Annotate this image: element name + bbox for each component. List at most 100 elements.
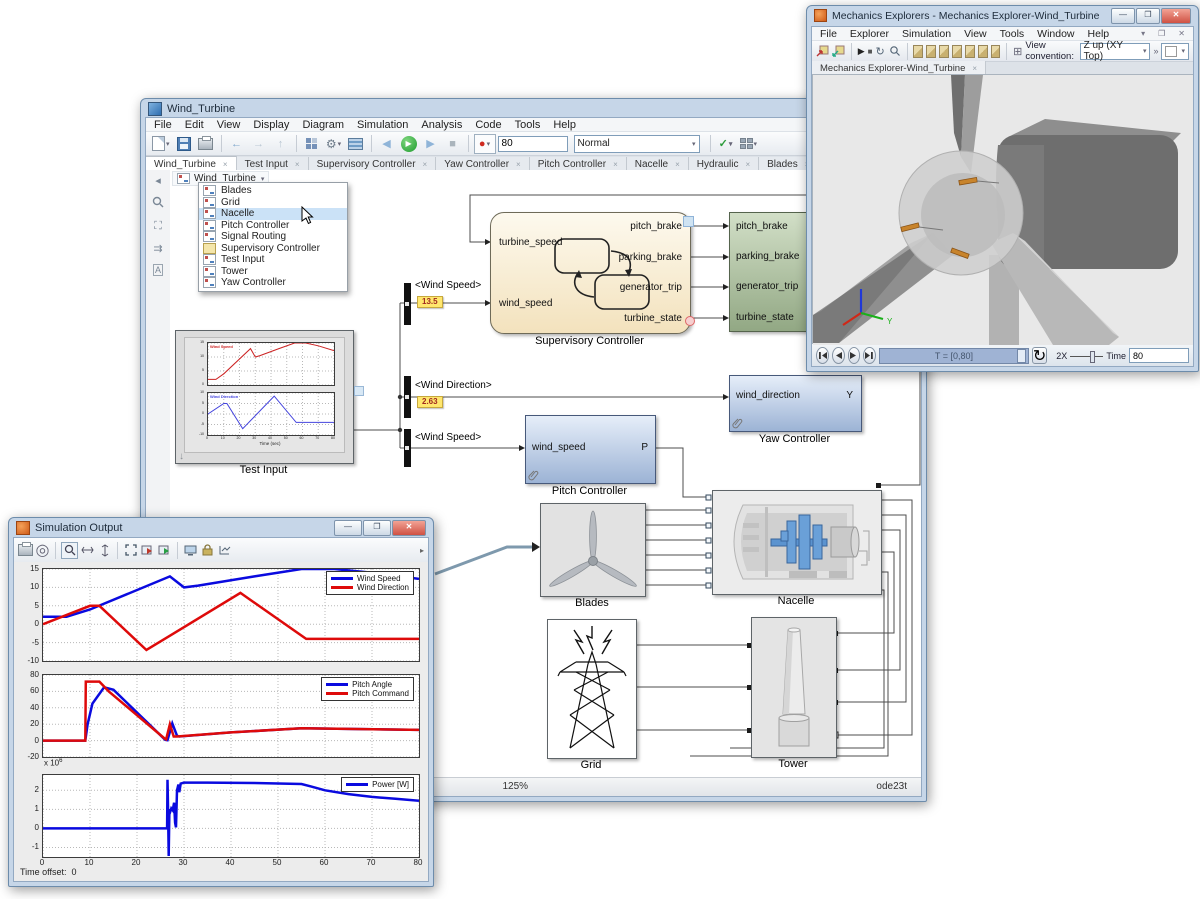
view-back-icon[interactable] — [939, 44, 949, 58]
save-axes-icon[interactable] — [140, 543, 155, 558]
split-view-icon[interactable]: ⊞ — [1013, 45, 1023, 58]
menu-edit[interactable]: Edit — [184, 118, 204, 131]
signal-label-wind-speed-1[interactable]: <Wind Speed> — [415, 280, 482, 291]
tab-test-input[interactable]: Test Input × — [236, 157, 309, 172]
print-button[interactable] — [196, 135, 216, 153]
view-right-icon[interactable] — [990, 44, 1001, 58]
library-browser-button[interactable] — [302, 135, 322, 153]
step-back-button[interactable] — [831, 347, 845, 364]
popup-item-nacelle[interactable]: Nacelle — [199, 208, 347, 220]
float-display-icon[interactable] — [183, 543, 198, 558]
zoom-fit-icon[interactable] — [888, 44, 901, 59]
view-top-icon[interactable] — [952, 44, 962, 58]
zoom-icon[interactable] — [61, 541, 78, 559]
view-front-icon[interactable] — [926, 44, 937, 58]
record-button[interactable]: ● ▾ — [473, 133, 496, 154]
play-button[interactable] — [847, 347, 861, 364]
popup-item-grid[interactable]: Grid — [199, 196, 347, 209]
menu-view[interactable]: View — [216, 118, 241, 131]
zoom-x-icon[interactable] — [80, 543, 95, 558]
tab-pitch-controller[interactable]: Pitch Controller × — [529, 157, 627, 172]
timeline-slider[interactable]: T = [0,80] — [879, 347, 1029, 364]
run-button[interactable]: ▶ — [399, 135, 419, 153]
me-3d-viewport[interactable]: Y — [812, 74, 1193, 345]
lock-axes-icon[interactable] — [200, 543, 215, 558]
chart-badge[interactable] — [683, 216, 694, 227]
view-bottom-icon[interactable] — [964, 44, 975, 58]
speed-slider[interactable] — [1070, 350, 1104, 363]
test-point-badge[interactable] — [685, 316, 695, 326]
menu-file[interactable]: File — [154, 118, 172, 131]
maximize-button[interactable]: ❐ — [363, 520, 391, 536]
maximize-button[interactable]: ❐ — [1136, 7, 1160, 24]
time-input[interactable] — [1129, 348, 1189, 363]
block-supervisory-controller[interactable]: turbine_speed wind_speed pitch_brake par… — [490, 212, 691, 334]
replay-speed-icon[interactable]: ↻ — [875, 45, 885, 58]
fit-view-icon[interactable]: ⛶ — [154, 220, 162, 232]
menu-tools[interactable]: Tools — [514, 118, 541, 131]
print-icon[interactable] — [18, 542, 33, 558]
close-panel-icon[interactable]: ✕ — [1178, 29, 1185, 38]
hide-browser-icon[interactable]: ◂ — [155, 175, 161, 187]
tab-yaw-controller[interactable]: Yaw Controller × — [436, 157, 530, 172]
zoom-icon[interactable] — [152, 196, 164, 211]
view-left-icon[interactable] — [977, 44, 988, 58]
step-forward-button[interactable]: ▶ — [426, 138, 435, 150]
menu-window[interactable]: Window — [1037, 27, 1075, 40]
stop-button[interactable]: ■ — [449, 137, 456, 150]
menu-help[interactable]: Help — [553, 118, 576, 131]
tab-nacelle[interactable]: Nacelle × — [626, 157, 689, 172]
menu-simulation[interactable]: Simulation — [902, 27, 952, 40]
block-pitch-controller[interactable]: wind_speed P — [525, 415, 656, 484]
close-button[interactable]: ✕ — [392, 520, 426, 536]
export-model-icon[interactable] — [832, 44, 845, 59]
block-grid[interactable] — [547, 619, 637, 759]
forward-icon[interactable]: → — [253, 137, 265, 150]
menu-analysis[interactable]: Analysis — [421, 118, 463, 131]
step-back-button[interactable]: ◀ — [382, 138, 391, 150]
bus-tap-wind-direction[interactable] — [404, 376, 411, 418]
simout-titlebar[interactable]: Simulation Output — ❐ ✕ — [9, 518, 433, 538]
tab-hydraulic[interactable]: Hydraulic × — [688, 157, 760, 172]
menu-tools[interactable]: Tools — [999, 27, 1025, 40]
bus-tap-wind-speed-2[interactable] — [404, 429, 411, 467]
popup-item-signal-routing[interactable]: Signal Routing — [199, 231, 347, 243]
menu-explorer[interactable]: Explorer — [849, 27, 890, 40]
build-button[interactable]: ▾ — [738, 135, 760, 153]
resize-icon[interactable]: ⇉ — [153, 243, 163, 255]
popup-item-tower[interactable]: Tower — [199, 265, 347, 278]
simulation-mode-select[interactable]: Normal ▾ — [573, 134, 700, 153]
pin-icon[interactable]: ▾ — [1141, 29, 1146, 38]
signal-selector-icon[interactable] — [217, 543, 232, 558]
tab-mechanics-explorer[interactable]: Mechanics Explorer-Wind_Turbine × — [812, 61, 987, 76]
me-titlebar[interactable]: Mechanics Explorers - Mechanics Explorer… — [807, 6, 1198, 25]
minimize-button[interactable]: — — [334, 520, 362, 536]
up-icon[interactable]: ↑ — [277, 137, 284, 150]
popup-item-supervisory-controller[interactable]: Supervisory Controller — [199, 242, 347, 255]
signal-logging-badge[interactable] — [354, 386, 364, 396]
update-diagram-check-icon[interactable]: ✓ ▾ — [718, 138, 733, 150]
zoom-y-icon[interactable] — [97, 543, 112, 558]
menu-code[interactable]: Code — [475, 118, 502, 131]
block-yaw-controller[interactable]: wind_direction Y — [729, 375, 862, 432]
annotation-icon[interactable]: A — [152, 264, 163, 276]
menu-diagram[interactable]: Diagram — [302, 118, 345, 131]
simulink-titlebar[interactable]: Wind_Turbine — [141, 99, 926, 119]
parameters-icon[interactable]: ◎ — [35, 542, 50, 559]
bus-tap-wind-speed-1[interactable] — [404, 283, 411, 325]
save-button[interactable] — [174, 135, 194, 153]
toolbar-overflow-icon[interactable]: » — [1153, 46, 1159, 56]
menu-display[interactable]: Display — [253, 118, 290, 131]
rewind-button[interactable] — [816, 347, 829, 364]
new-model-button[interactable]: ▾ — [150, 135, 172, 153]
view-isometric-icon[interactable] — [913, 44, 924, 58]
restore-axes-icon[interactable] — [157, 543, 172, 558]
block-blades[interactable] — [540, 503, 646, 597]
minimize-button[interactable]: — — [1111, 7, 1135, 24]
popup-item-blades[interactable]: Blades — [199, 185, 347, 197]
menu-simulation[interactable]: Simulation — [357, 118, 409, 131]
tab-supervisory-controller[interactable]: Supervisory Controller × — [308, 157, 437, 172]
menu-file[interactable]: File — [820, 27, 837, 40]
back-icon[interactable]: ← — [231, 137, 243, 150]
background-color-select[interactable]: ▾ — [1161, 42, 1189, 60]
